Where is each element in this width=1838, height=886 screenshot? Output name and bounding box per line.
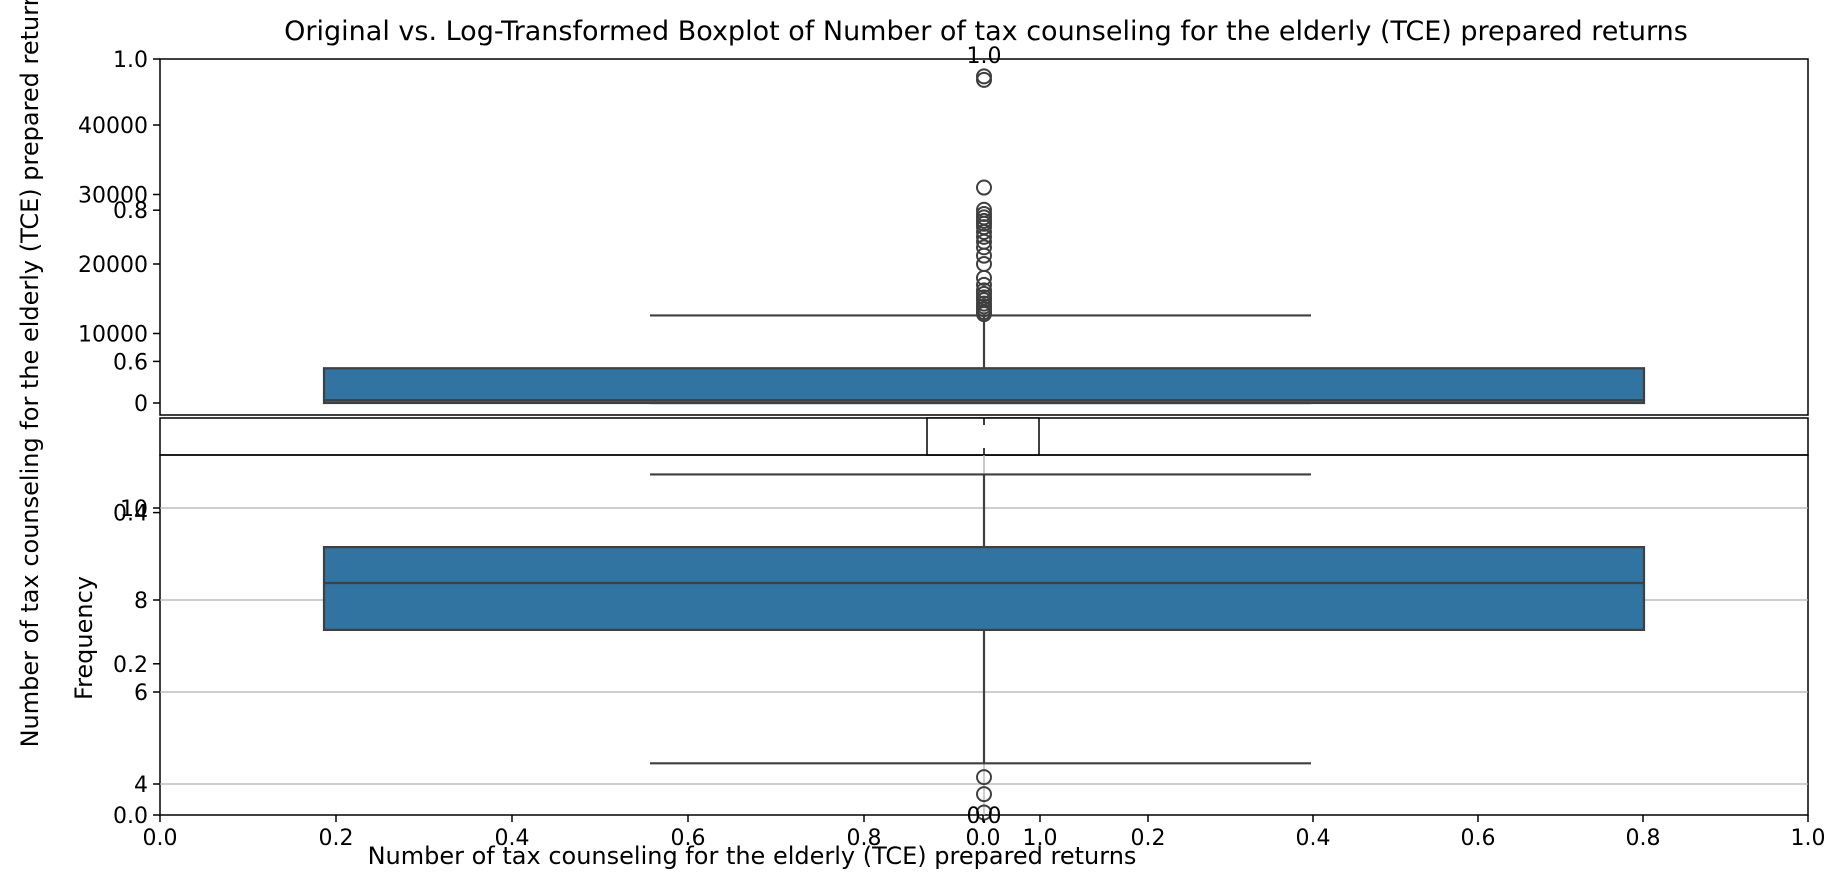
original-axes-frame [159,58,1809,416]
overlay-left-x-tick-label: 0.2 [319,826,354,851]
log-outlier [976,804,992,821]
overlay-axes-ticks: 0.0 0.2 0.4 0.6 0.8 1.00.0 0.2 0.4 0.6 0.8 1.00.00… [113,44,1826,851]
overlay-right-x-tick-label: 0.6 [1461,826,1496,851]
middle-strip-box [926,417,1040,456]
y-axis-label: Number of tax counseling for the elderly… [16,0,44,747]
log-boxplot [322,473,1646,821]
log-y-tick-label: 4 [134,773,148,798]
original-panel: 0 10000 20000 30000 40000 [78,58,1809,417]
log-y-tick-label: 6 [134,681,148,706]
overlay-left-x-tick-label: 0.0 [143,826,178,851]
log-y-tick-label: 8 [134,589,148,614]
log-outlier [976,769,992,786]
original-y-tick-label: 30000 [78,184,148,209]
original-y-tick-label: 20000 [78,253,148,278]
original-outlier [976,205,992,222]
overlay-left-x-tick-label: 0.8 [847,826,882,851]
original-y-tick-label: 10000 [78,323,148,348]
original-box [322,367,1646,405]
original-boxplot [322,68,1646,405]
overlay-left-y-tick-label: 0.2 [113,653,148,678]
y-axis-label-frequency: Frequency [70,576,98,700]
original-y-tick-label: 40000 [78,114,148,139]
overlay-left-y-tick-label: 0.6 [113,350,148,375]
overlay-left-x-tick-label: 0.6 [671,826,706,851]
overlay-right-x-tick-label: 1.0 [1791,826,1826,851]
original-outlier [976,256,992,272]
log-y-ticks: 4 6 8 10 [120,497,160,798]
overlay-left-x-tick-label: 1.0 [1023,826,1058,851]
log-outlier [976,786,992,803]
original-outlier [976,179,992,196]
overlay-right-y-tick-label: 1.0 [967,44,1002,69]
overlay-right-x-tick-label: 0.0 [966,826,1001,851]
log-box [322,545,1646,631]
overlay-left-y-tick-label: 0.0 [113,804,148,829]
x-axis-label: Number of tax counseling for the elderly… [368,842,1137,870]
log-y-tick-label: 10 [120,497,148,522]
chart-title: Original vs. Log-Transformed Boxplot of … [284,16,1688,47]
overlay-left-y-tick-label: 0.8 [113,199,148,224]
original-outlier [976,276,992,293]
original-y-ticks: 0 10000 20000 30000 40000 [78,114,160,417]
overlay-left-x-tick-label: 0.4 [495,826,530,851]
overlay-right-y-tick-label: 0.0 [967,804,1002,829]
log-panel: 4 6 8 10 [120,454,1809,821]
overlay-right-x-tick-label: 0.8 [1626,826,1661,851]
original-outlier [976,201,992,218]
overlay-right-x-tick-label: 0.4 [1296,826,1331,851]
overlay-right-x-tick-label: 0.2 [1131,826,1166,851]
original-outlier [976,282,992,299]
original-outlier [976,68,992,85]
original-outlier [976,239,992,256]
overlay-left-y-tick-label: 1.0 [113,48,148,73]
overlay-left-y-tick-label: 0.4 [113,502,148,527]
original-y-tick-label: 0 [134,392,148,417]
